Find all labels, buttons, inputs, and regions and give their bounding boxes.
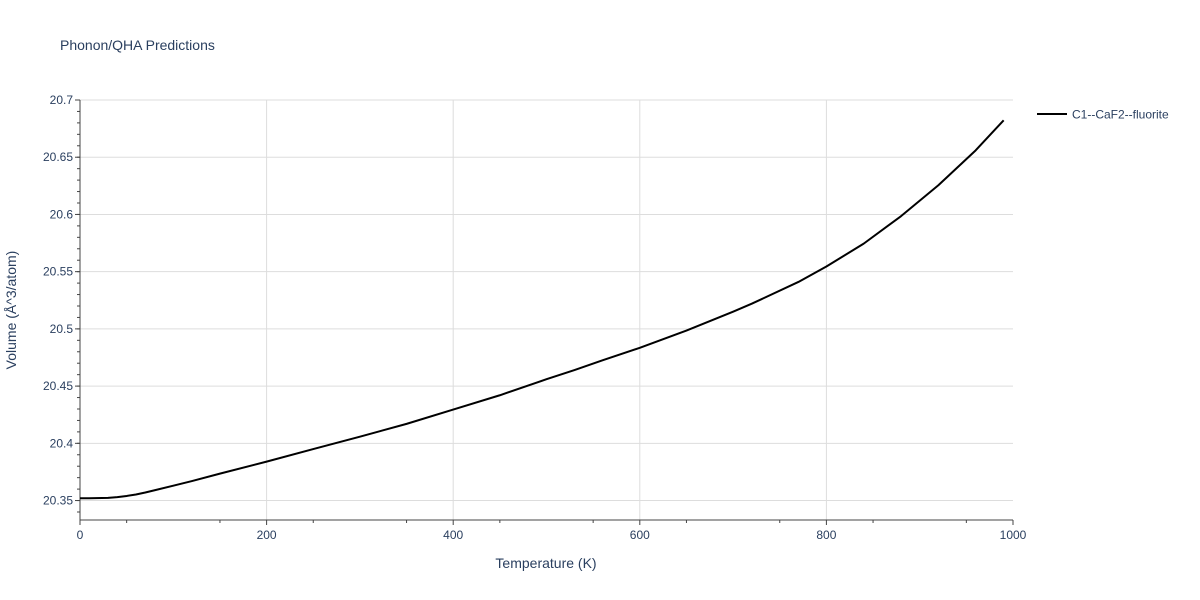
x-tick-label: 0 — [77, 528, 84, 542]
minor-ticks — [77, 99, 967, 523]
y-axis-title: Volume (Å^3/atom) — [3, 251, 19, 370]
series-layer — [80, 119, 1005, 500]
y-tick-label: 20.45 — [43, 379, 73, 393]
x-tick-label: 1000 — [1000, 528, 1027, 542]
series-line — [80, 119, 1005, 500]
y-tick-label: 20.65 — [43, 150, 73, 164]
y-tick-label: 20.4 — [50, 436, 74, 450]
x-axis-title: Temperature (K) — [495, 555, 596, 571]
legend: C1--CaF2--fluorite — [1037, 108, 1169, 122]
x-tick-label: 800 — [816, 528, 836, 542]
grid-lines — [80, 99, 1013, 520]
x-tick-label: 400 — [443, 528, 463, 542]
y-tick-label: 20.55 — [43, 265, 73, 279]
x-tick-label: 600 — [630, 528, 650, 542]
x-tick-label: 200 — [257, 528, 277, 542]
y-tick-label: 20.5 — [50, 322, 74, 336]
y-tick-label: 20.7 — [50, 93, 74, 107]
x-axis-ticks: 0 200 400 600 800 1000 — [77, 520, 1027, 542]
y-axis-ticks: 20.35 20.4 20.45 20.5 20.55 20.6 20.65 20.7 — [43, 93, 80, 508]
y-tick-label: 20.6 — [50, 207, 74, 221]
legend-label: C1--CaF2--fluorite — [1072, 108, 1169, 122]
y-tick-label: 20.35 — [43, 494, 73, 508]
chart-title: Phonon/QHA Predictions — [60, 37, 215, 53]
